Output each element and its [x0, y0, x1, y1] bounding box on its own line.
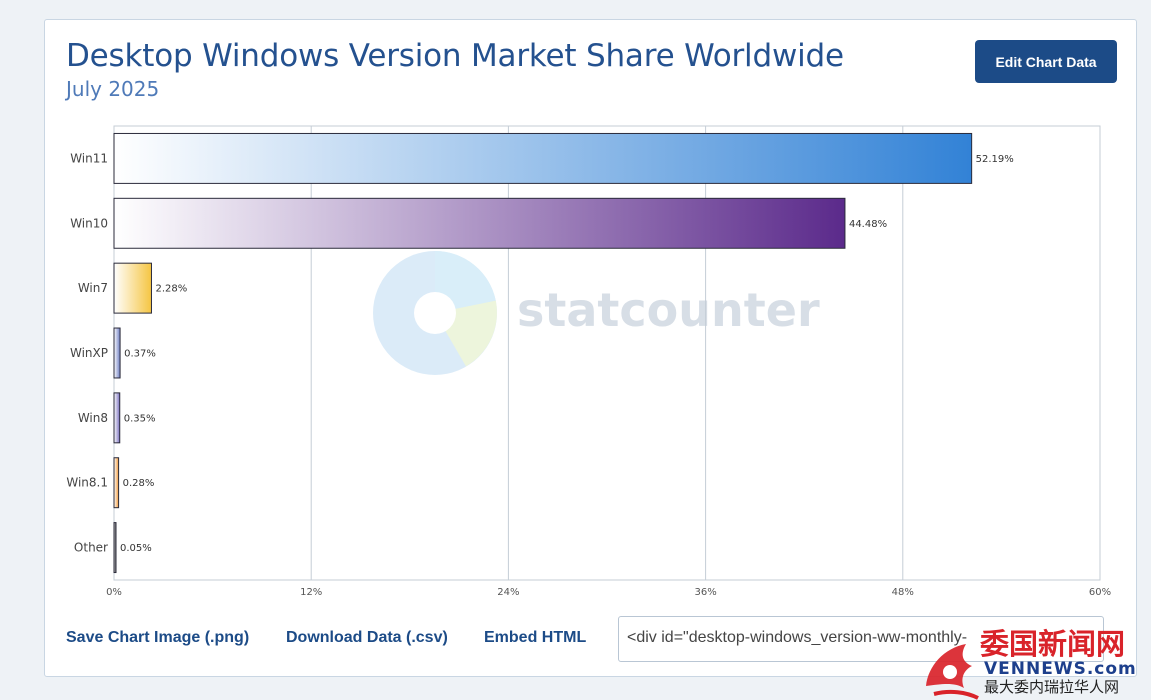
bar-win10[interactable]: [113, 197, 846, 249]
vennews-tagline: 最大委内瑞拉华人网: [984, 678, 1119, 696]
bar-win8-1[interactable]: [113, 457, 120, 509]
category-label: Other: [74, 541, 108, 555]
chart-card: Desktop Windows Version Market Share Wor…: [44, 19, 1137, 677]
watermark-text: statcounter: [517, 283, 820, 337]
x-tick-label: 36%: [694, 587, 716, 598]
chart-grid: 0% 12% 24% 36% 48% 60%: [106, 125, 1111, 598]
plot-frame: [113, 125, 1101, 581]
chart-bars: [113, 132, 973, 574]
x-tick-label: 48%: [892, 587, 914, 598]
x-tick-label: 0%: [106, 587, 122, 598]
chart-labels: Win11 52.19% Win10 44.48% Win7 2.28% WinXP 0.37…: [66, 151, 1013, 554]
vennews-watermark: 委国新闻网 VENNEWS.com 最大委内瑞拉华人网: [926, 627, 1137, 700]
bar-other[interactable]: [113, 522, 117, 574]
watermark-hole: [414, 292, 456, 334]
vennews-logo-icon: [926, 644, 979, 700]
value-label: 0.05%: [120, 543, 152, 554]
category-label: WinXP: [70, 346, 108, 360]
x-tick-label: 24%: [497, 587, 519, 598]
value-label: 0.37%: [124, 349, 156, 360]
bar-win11[interactable]: [113, 132, 973, 184]
vennews-chinese-name: 委国新闻网: [980, 627, 1125, 661]
bar-win7[interactable]: [113, 262, 152, 314]
category-label: Win7: [78, 281, 108, 295]
category-label: Win8.1: [66, 476, 108, 490]
category-label: Win11: [70, 151, 108, 165]
chart-title: Desktop Windows Version Market Share Wor…: [66, 38, 844, 74]
edit-chart-data-button[interactable]: Edit Chart Data: [975, 40, 1117, 83]
value-label: 0.28%: [123, 478, 155, 489]
bar-chart: statcounter 0% 12% 24% 36% 48% 60% Win11 52.19…: [66, 125, 1111, 598]
x-tick-label: 60%: [1089, 587, 1111, 598]
download-data-link[interactable]: Download Data (.csv): [286, 629, 448, 646]
x-tick-label: 12%: [300, 587, 322, 598]
statcounter-watermark: statcounter: [373, 251, 820, 375]
value-label: 2.28%: [155, 284, 187, 295]
value-label: 44.48%: [849, 219, 887, 230]
vennews-latin-name: VENNEWS.com: [984, 659, 1137, 679]
save-chart-image-link[interactable]: Save Chart Image (.png): [66, 629, 250, 646]
chart-subtitle: July 2025: [66, 77, 160, 101]
bar-winxp[interactable]: [113, 327, 121, 379]
embed-html-link[interactable]: Embed HTML: [484, 629, 587, 646]
category-label: Win8: [78, 411, 108, 425]
value-label: 0.35%: [124, 413, 156, 424]
embed-code-field[interactable]: <div id="desktop-windows_version-ww-mont…: [618, 616, 1104, 662]
bar-win8[interactable]: [113, 392, 121, 444]
category-label: Win10: [70, 216, 108, 230]
value-label: 52.19%: [976, 154, 1014, 165]
watermark-slice: [435, 251, 496, 313]
